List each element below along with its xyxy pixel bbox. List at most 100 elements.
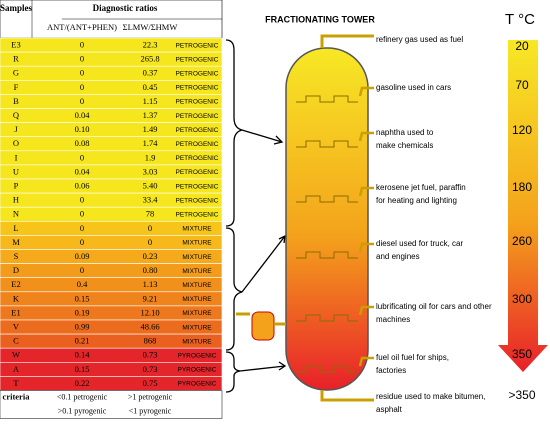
cell: M [12, 237, 20, 247]
cell: 0.45 [143, 82, 158, 92]
temperature-mark: 350 [512, 347, 532, 361]
class-label: PYROGENIC [177, 352, 216, 359]
cell: 0.37 [143, 68, 158, 78]
class-label: MIXTURE [182, 254, 212, 261]
cell: E1 [11, 307, 20, 317]
cell: 0.75 [143, 378, 158, 388]
cell: C [13, 336, 19, 346]
header: Diagnostic ratios [93, 3, 158, 13]
criteria-cell: <0.1 petrogenic [57, 392, 108, 401]
cell: 0.73 [143, 364, 158, 374]
cell: H [13, 195, 19, 205]
cell: T [13, 378, 19, 388]
class-label: MIXTURE [182, 226, 212, 233]
temperature-label: T °C [505, 11, 535, 28]
class-label: PYROGENIC [177, 381, 216, 388]
class-label: PYROGENIC [177, 367, 216, 374]
pipe [320, 390, 374, 402]
class-label: PETROGENIC [176, 183, 219, 190]
pipe [358, 86, 374, 97]
product-label: lubrificating oil for cars and other [376, 302, 492, 311]
cell: 0 [80, 195, 84, 205]
pipe [358, 305, 374, 316]
class-label: PETROGENIC [176, 169, 219, 176]
class-label: MIXTURE [182, 310, 212, 317]
cell: 1.37 [143, 110, 158, 120]
product-label: fuel oil fuel for ships, [376, 353, 449, 362]
table: Samples Diagnostic ratios ANT/(ANT+PHEN)… [0, 0, 223, 419]
header: ANT/(ANT+PHEN) [47, 22, 117, 32]
arrow [241, 129, 284, 145]
cell: 0.21 [75, 336, 90, 346]
cell: 0 [80, 54, 84, 64]
class-label: MIXTURE [182, 296, 212, 303]
class-label: PETROGENIC [176, 99, 219, 106]
class-label: MIXTURE [182, 282, 212, 289]
cell: 0 [80, 209, 84, 219]
temperature-arrow [498, 40, 548, 372]
class-label: MIXTURE [182, 268, 212, 275]
cell: N [13, 209, 19, 219]
class-label: PETROGENIC [176, 113, 219, 120]
class-label: MIXTURE [182, 324, 212, 331]
criteria-cell: >1 petrogenic [128, 392, 173, 401]
temperature-scale: T °C [498, 11, 548, 372]
cell: 0.99 [75, 322, 90, 332]
product-label: for heating and lighting [376, 196, 457, 205]
cell: 0.23 [143, 251, 158, 261]
product-label: refinery gas used as fuel [376, 35, 463, 44]
criteria-cell: >0.1 pyrogenic [58, 406, 107, 415]
class-label: PETROGENIC [176, 155, 219, 162]
criteria [0, 390, 223, 419]
tray [296, 251, 358, 259]
cell: A [13, 364, 20, 374]
cell: 0.14 [75, 350, 91, 360]
temperature-marks: 20 70 120 180 260 300 350 >350 [508, 39, 535, 402]
tray [296, 95, 358, 103]
cell: 78 [146, 209, 155, 219]
braces [225, 39, 287, 393]
tray [296, 140, 358, 148]
cell: 0 [80, 152, 84, 162]
cell: 0 [148, 237, 152, 247]
cell: R [13, 54, 19, 64]
arrow [239, 361, 287, 372]
cell: D [13, 265, 19, 275]
class-label: MIXTURE [182, 338, 212, 345]
cell: 0.19 [75, 307, 90, 317]
arrow [241, 234, 286, 293]
cell: L [13, 223, 18, 233]
cell: 265.8 [140, 54, 159, 64]
criteria-cell: <1 pyrogenic [129, 406, 172, 415]
cell: 0.09 [75, 251, 90, 261]
temperature-mark: 20 [515, 39, 529, 53]
cell: 0.15 [75, 364, 90, 374]
cell: 0.04 [75, 166, 91, 176]
tray [296, 195, 358, 203]
cell: E2 [11, 279, 20, 289]
cell: 0.22 [75, 378, 90, 388]
column [285, 47, 369, 391]
temperature-mark: 180 [512, 180, 532, 194]
product-label: kerosene jet fuel, paraffin [376, 183, 466, 192]
class-label: PETROGENIC [176, 211, 219, 218]
temperature-mark: 120 [512, 123, 532, 137]
cell: B [13, 96, 19, 106]
cell: 0 [80, 265, 84, 275]
temperature-mark: >350 [508, 388, 535, 402]
temperature-mark: 70 [515, 78, 529, 92]
pipe [236, 312, 286, 326]
cell: 0 [80, 40, 84, 50]
cell: 1.74 [143, 138, 159, 148]
cell: 1.15 [143, 96, 158, 106]
product-label: asphalt [376, 405, 403, 414]
cell: 0.73 [143, 350, 158, 360]
cell: V [13, 322, 20, 332]
tray [296, 365, 358, 373]
product-label: gasoline used in cars [376, 83, 451, 92]
cell: S [14, 251, 19, 261]
cell: 33.4 [143, 195, 159, 205]
cell: 0.10 [75, 124, 90, 134]
product-label: machines [376, 315, 410, 324]
